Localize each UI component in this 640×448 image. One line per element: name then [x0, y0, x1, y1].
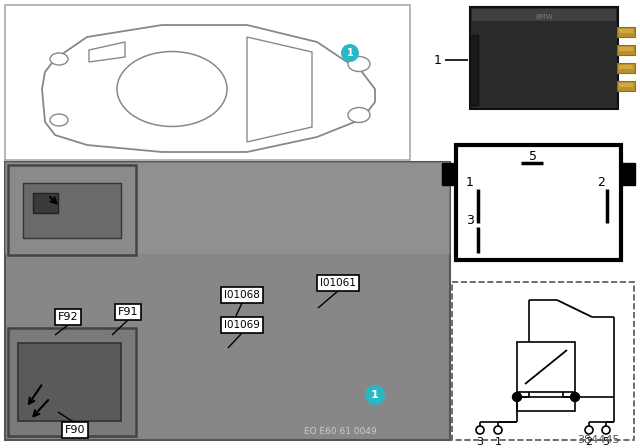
Bar — [619, 65, 633, 69]
Bar — [617, 81, 635, 91]
Bar — [8, 165, 136, 255]
Bar — [442, 163, 456, 185]
Bar — [517, 397, 575, 411]
Ellipse shape — [117, 52, 227, 126]
Text: 3: 3 — [466, 214, 474, 227]
Bar — [617, 63, 635, 73]
Text: 5: 5 — [602, 437, 609, 447]
Ellipse shape — [348, 108, 370, 122]
Bar — [619, 47, 633, 51]
Ellipse shape — [348, 56, 370, 72]
Bar — [517, 342, 575, 392]
Circle shape — [476, 426, 484, 434]
Text: 1: 1 — [466, 177, 474, 190]
Text: I01069: I01069 — [224, 320, 260, 330]
Text: EO E60 61 0049: EO E60 61 0049 — [303, 427, 376, 436]
Bar — [619, 29, 633, 33]
Circle shape — [570, 392, 579, 401]
Bar — [23, 183, 121, 238]
Circle shape — [585, 426, 593, 434]
Bar — [5, 162, 450, 254]
Bar — [33, 193, 58, 213]
Circle shape — [602, 426, 610, 434]
Bar — [470, 35, 478, 105]
Text: F90: F90 — [65, 425, 85, 435]
Circle shape — [494, 426, 502, 434]
Text: 2: 2 — [597, 177, 605, 190]
Text: 5: 5 — [529, 151, 537, 164]
Circle shape — [513, 392, 522, 401]
Bar — [452, 282, 634, 440]
Text: F91: F91 — [118, 307, 138, 317]
Bar — [619, 83, 633, 87]
Text: 3: 3 — [477, 437, 483, 447]
Bar — [617, 45, 635, 55]
Bar — [470, 7, 618, 109]
Text: BMW: BMW — [535, 14, 553, 20]
Text: 384445: 384445 — [577, 435, 620, 445]
Bar — [621, 163, 635, 185]
Polygon shape — [42, 25, 375, 152]
Polygon shape — [89, 42, 125, 62]
Bar — [472, 9, 616, 21]
Text: 1: 1 — [371, 390, 379, 400]
Text: I01068: I01068 — [224, 290, 260, 300]
Ellipse shape — [50, 53, 68, 65]
Circle shape — [365, 385, 385, 405]
Bar — [5, 162, 450, 440]
Text: 2: 2 — [586, 437, 593, 447]
Ellipse shape — [50, 114, 68, 126]
Bar — [5, 5, 410, 160]
Bar — [456, 145, 621, 260]
Bar — [617, 27, 635, 37]
Bar — [8, 328, 136, 436]
Circle shape — [341, 44, 359, 62]
Text: F92: F92 — [58, 312, 78, 322]
Text: 1: 1 — [347, 48, 353, 58]
Text: I01061: I01061 — [320, 278, 356, 288]
Bar — [18, 343, 121, 421]
Polygon shape — [247, 37, 312, 142]
Text: 1: 1 — [495, 437, 502, 447]
Text: 1: 1 — [434, 53, 442, 66]
